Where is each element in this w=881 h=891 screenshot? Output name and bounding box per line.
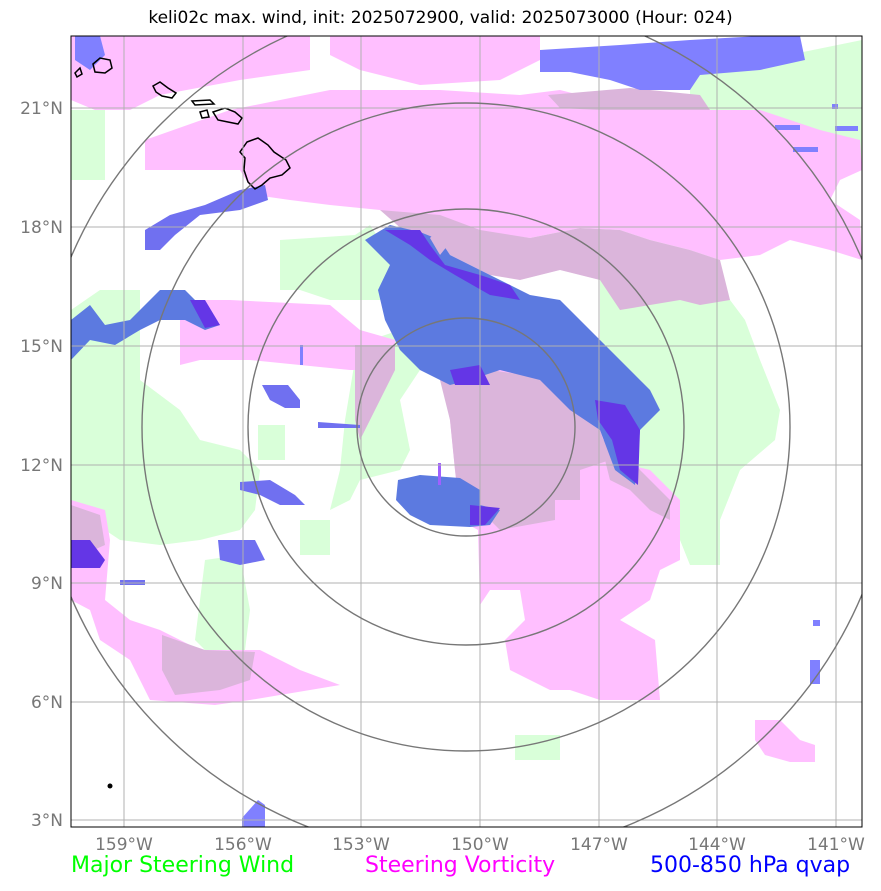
graticule [71,36,862,827]
island-maui [211,107,243,125]
lon-tick-label: 153°W [332,835,390,855]
range-rings [71,36,862,827]
range-ring-1 [356,317,576,537]
lat-tick-label: 12°N [20,456,63,476]
legend: Major Steering Wind Steering Vorticity 5… [0,853,881,885]
overlap-layer [71,210,730,695]
lon-tick-label: 144°W [688,835,746,855]
lat-tick-label: 21°N [20,99,63,119]
island-kauai [92,57,113,74]
map-frame [70,35,863,828]
legend-steering-wind: Major Steering Wind [71,853,295,878]
qvap-layer [71,36,858,827]
island-hawaii [239,137,291,190]
coastline-layer [74,57,291,190]
map-title: keli02c max. wind, init: 2025072900, val… [148,8,733,28]
island-molokai [190,99,216,106]
small-island-dot [107,783,113,789]
lat-tick-label: 3°N [31,811,63,831]
lat-axis: 21°N 18°N 15°N 12°N 9°N 6°N 3°N [20,99,63,831]
legend-qvap: 500-850 hPa qvap [650,853,851,878]
range-ring-2 [247,208,685,646]
lon-tick-label: 156°W [214,835,272,855]
map-plot-area [71,36,862,827]
lon-tick-label: 147°W [570,835,628,855]
lon-tick-label: 159°W [95,835,153,855]
lat-tick-label: 6°N [31,693,63,713]
lon-axis: 159°W 156°W 153°W 150°W 147°W 144°W 141°… [95,835,865,855]
lat-tick-label: 9°N [31,574,63,594]
island-niihau [74,66,83,79]
lon-tick-label: 150°W [451,835,509,855]
legend-steering-vorticity: Steering Vorticity [365,853,556,878]
island-oahu [152,81,178,99]
lon-tick-label: 141°W [807,835,865,855]
range-ring-3 [141,102,791,752]
island-lanai [199,109,210,119]
lat-tick-label: 18°N [20,218,63,238]
lat-tick-label: 15°N [20,337,63,357]
